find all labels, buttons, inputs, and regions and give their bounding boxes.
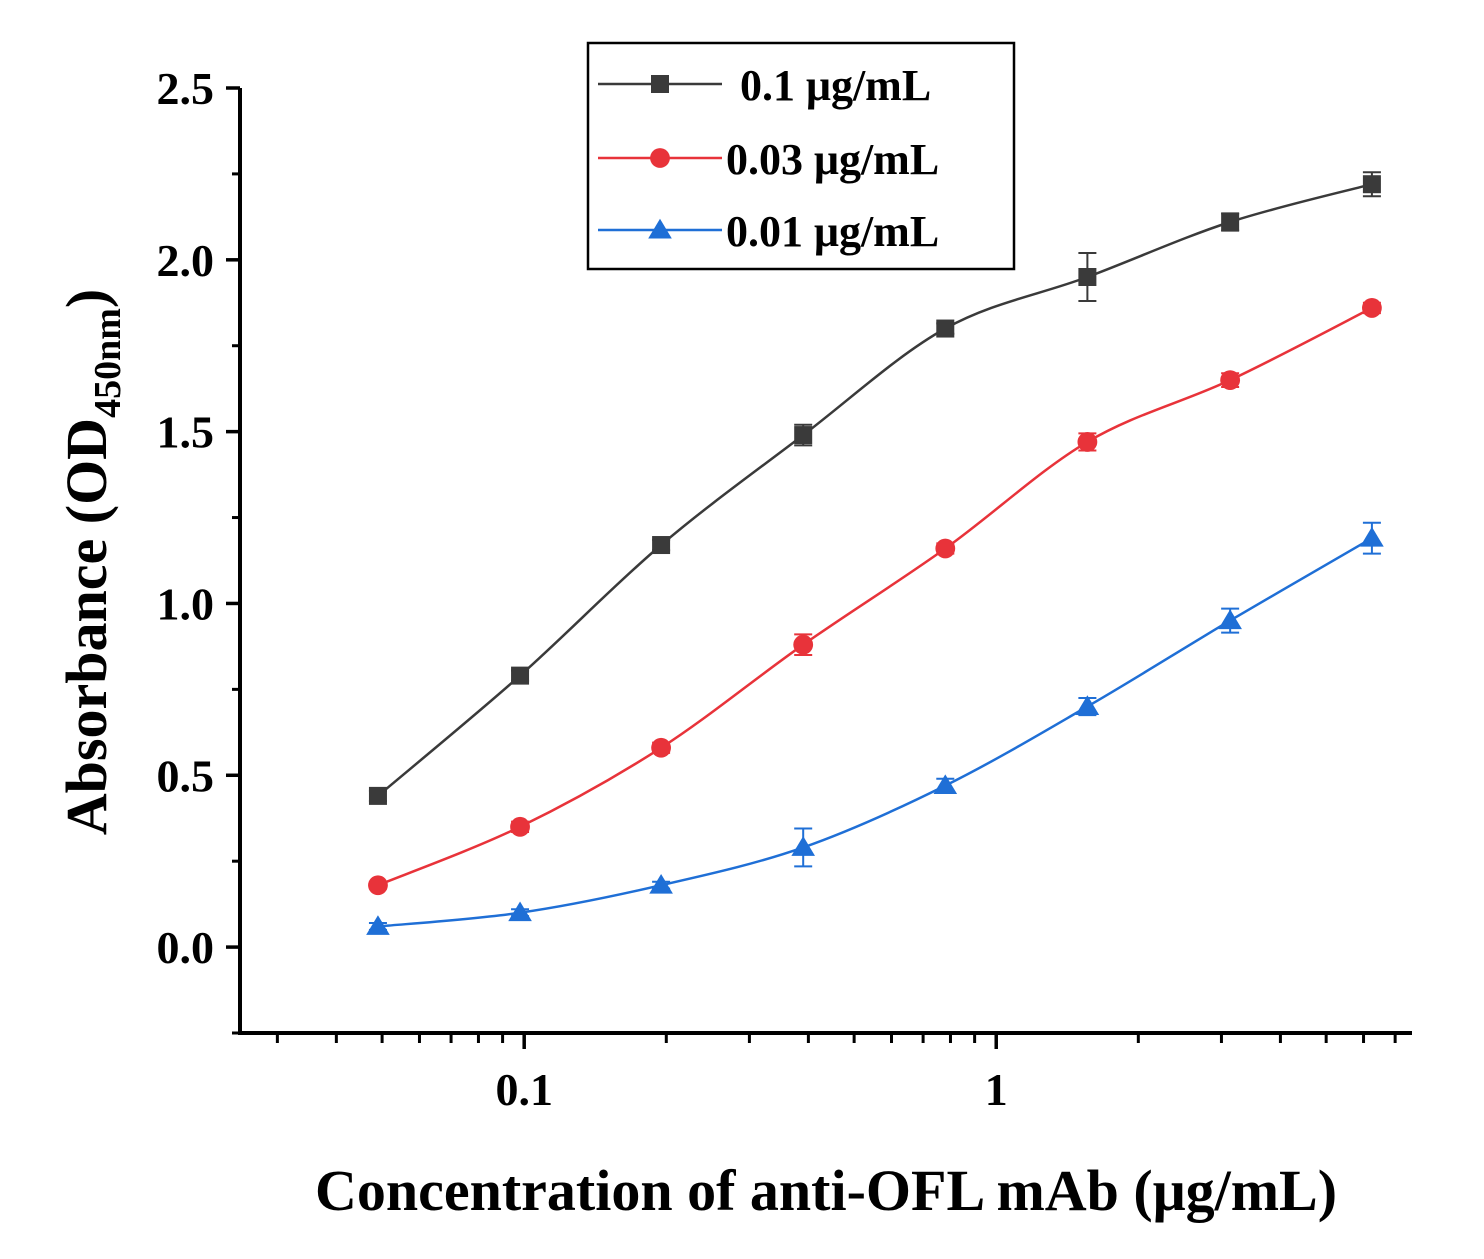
x-axis-title: Concentration of anti-OFL mAb (μg/mL) [315, 1158, 1337, 1223]
x-tick-label-0: 0.1 [495, 1064, 553, 1115]
legend-label-0: 0.1 μg/mL [740, 61, 931, 110]
legend-label-1: 0.03 μg/mL [726, 135, 939, 184]
y-axis-title-end: ) [54, 289, 119, 308]
data-point [935, 538, 956, 559]
data-point [1221, 213, 1240, 232]
data-point [366, 915, 390, 935]
legend-marker-1 [650, 148, 670, 168]
y-ticks: 0.0 0.5 1.0 1.5 2.0 2.5 [157, 63, 240, 1035]
y-tick-label-3: 1.5 [157, 407, 215, 458]
series-layer [366, 171, 1384, 935]
y-tick-label-5: 2.5 [157, 63, 215, 114]
data-point [1360, 526, 1384, 547]
y-axis-title-main: Absorbance (OD [54, 418, 119, 835]
data-point [649, 873, 673, 894]
series-line-2 [377, 537, 1373, 928]
y-axis-title: Absorbance (OD450nm) [54, 289, 129, 835]
y-tick-label-0: 0.0 [157, 922, 215, 973]
data-point [1362, 175, 1381, 194]
y-axis-title-sub: 450nm [87, 308, 129, 418]
data-point [1220, 370, 1241, 390]
series-line-0 [377, 182, 1373, 797]
series-0 [368, 171, 1381, 805]
y-tick-label-2: 1.0 [157, 578, 215, 629]
data-point [791, 836, 816, 856]
data-point [1077, 432, 1098, 452]
legend-marker-2 [648, 218, 672, 239]
y-tick-label-1: 0.5 [157, 750, 215, 801]
data-point [368, 786, 387, 805]
legend: 0.1 μg/mL 0.03 μg/mL 0.01 μg/mL [586, 41, 1016, 271]
legend-marker-0 [651, 75, 669, 93]
data-point [510, 816, 530, 837]
data-point [1078, 268, 1097, 286]
data-point [936, 319, 955, 338]
data-point [1075, 695, 1100, 715]
series-line-1 [377, 306, 1373, 887]
x-tick-label-1: 1 [985, 1064, 1008, 1115]
data-point [652, 536, 671, 555]
data-point [1362, 298, 1382, 318]
y-tick-label-4: 2.0 [157, 235, 215, 286]
data-point [511, 666, 530, 685]
data-point [651, 737, 671, 758]
data-point [1218, 609, 1242, 630]
data-point [794, 426, 813, 445]
data-point [793, 634, 814, 655]
legend-label-2: 0.01 μg/mL [726, 207, 939, 256]
data-point [933, 774, 958, 795]
series-2 [366, 521, 1384, 935]
series-1 [368, 298, 1382, 896]
data-point [368, 875, 388, 896]
data-point [508, 901, 532, 922]
axes [238, 88, 1412, 1035]
x-ticks: 0.1 1 [275, 1033, 1397, 1115]
